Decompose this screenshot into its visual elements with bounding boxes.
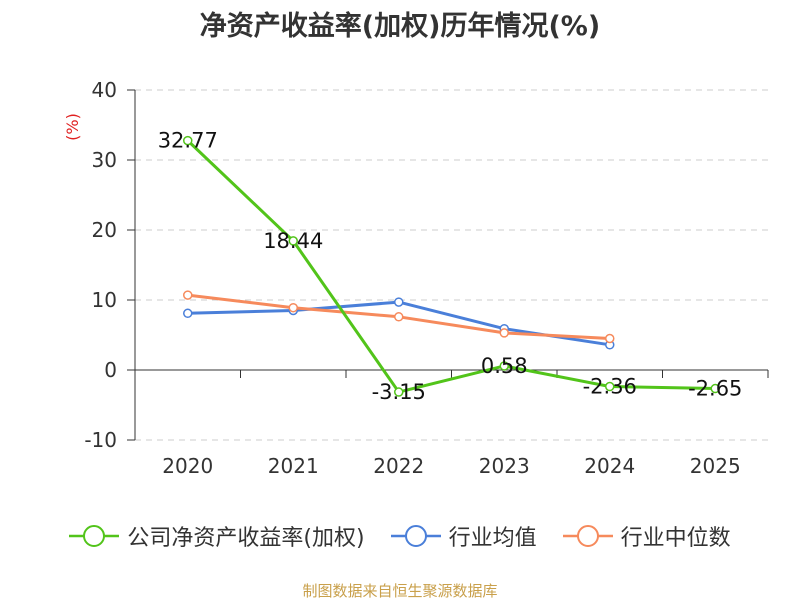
series-line	[186, 139, 716, 394]
data-label: -2.36	[583, 375, 637, 399]
legend-item[interactable]: 公司净资产收益率(加权)	[69, 520, 365, 552]
data-label: 32.77	[158, 129, 218, 153]
data-label: -2.65	[688, 377, 742, 401]
legend-swatch-icon	[562, 525, 613, 547]
x-tick-label: 2021	[268, 454, 319, 478]
data-point	[499, 361, 509, 371]
x-tick-label: 2023	[479, 454, 530, 478]
y-tick-label: 40	[92, 78, 117, 102]
x-tick-label: 2022	[373, 454, 424, 478]
data-label: 0.58	[481, 354, 528, 378]
legend-swatch-marker	[83, 525, 106, 547]
legend-label: 行业均值	[448, 526, 537, 551]
data-point	[183, 135, 193, 146]
source-note: 制图数据来自恒生聚源数据库	[302, 582, 498, 600]
legend-label: 行业中位数	[620, 526, 731, 551]
legend-item[interactable]: 行业均值	[390, 520, 537, 552]
data-label: -3.15	[372, 380, 426, 404]
legend-swatch-marker	[404, 525, 427, 547]
data-point	[499, 328, 509, 338]
y-tick-label: -10	[84, 428, 117, 452]
data-point	[394, 387, 404, 397]
data-point	[288, 236, 298, 246]
y-axis-label: (%)	[63, 113, 82, 141]
data-point	[605, 381, 615, 392]
data-point	[183, 308, 193, 319]
y-tick-label: 10	[92, 288, 117, 312]
legend-item[interactable]: 行业中位数	[562, 520, 731, 552]
data-point	[183, 290, 193, 300]
legend-label: 公司净资产收益率(加权)	[127, 526, 365, 551]
series-line	[187, 300, 610, 347]
legend-swatch-marker	[576, 525, 599, 547]
y-tick-label: 0	[104, 358, 117, 382]
data-point	[710, 383, 720, 394]
data-point	[394, 312, 404, 322]
data-point	[288, 302, 298, 313]
legend-swatch-icon	[390, 525, 441, 547]
line-chart: -10 0 10 20 30 40 (%) 2020 2021 2022 2023 2024 2025 3…	[63, 78, 769, 478]
data-point	[394, 297, 404, 307]
x-tick-label: 2025	[690, 454, 741, 478]
data-point	[605, 333, 615, 344]
x-tick-label: 2024	[584, 454, 635, 478]
legend-swatch-icon	[69, 525, 120, 547]
chart-title: 净资产收益率(加权)历年情况(%)	[199, 11, 601, 42]
y-tick-label: 30	[92, 148, 117, 172]
y-tick-label: 20	[92, 218, 117, 242]
data-label: 18.44	[263, 229, 323, 253]
legend: 公司净资产收益率(加权) 行业均值 行业中位数	[0, 518, 800, 554]
x-tick-label: 2020	[162, 454, 213, 478]
